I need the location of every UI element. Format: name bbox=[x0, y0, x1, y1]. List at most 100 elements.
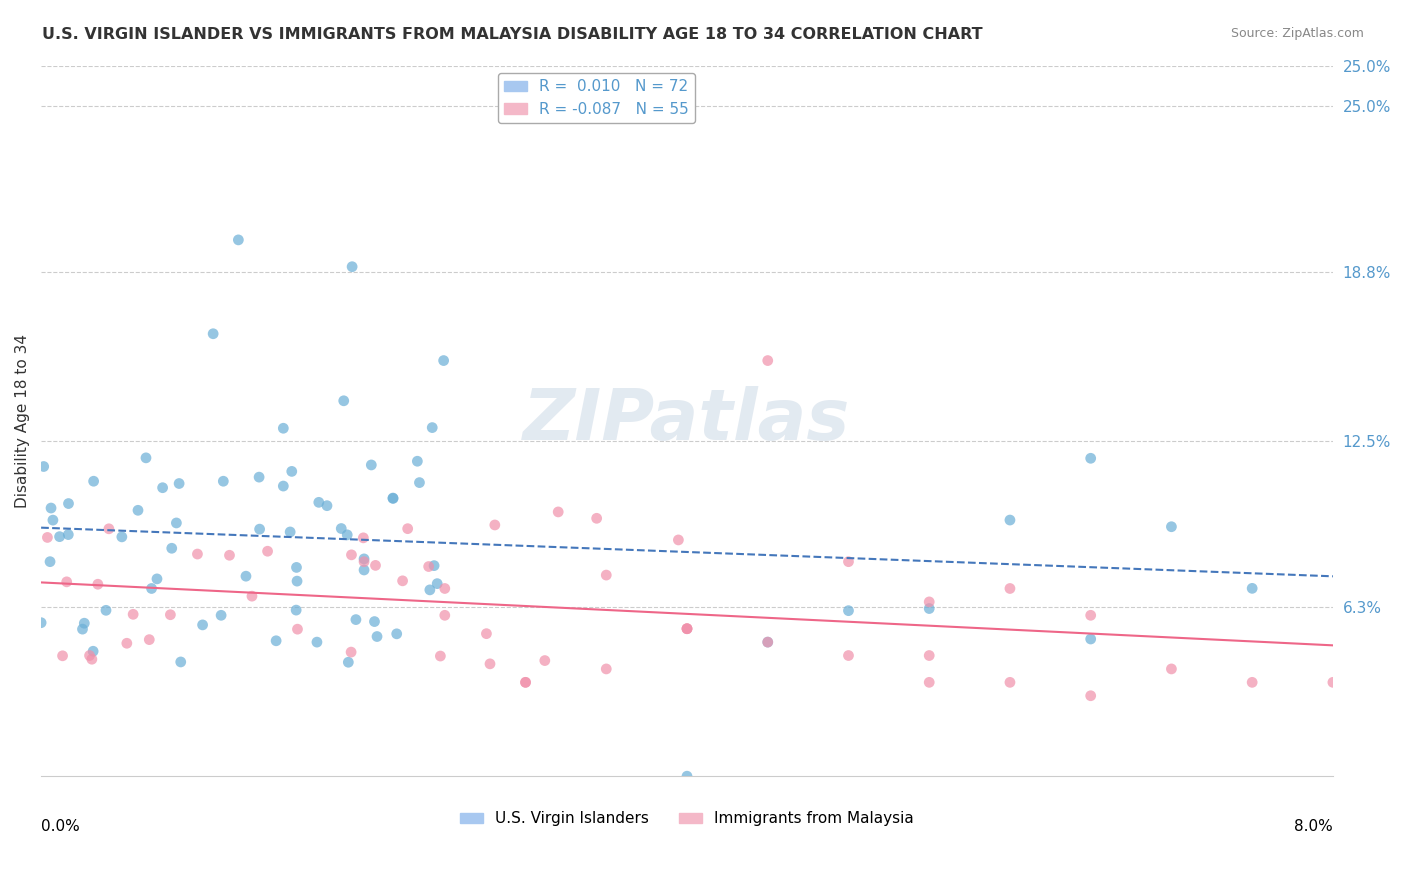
Point bbox=[918, 648, 941, 663]
Point bbox=[55, 574, 77, 589]
Point bbox=[595, 568, 617, 582]
Point bbox=[1241, 675, 1264, 690]
Point bbox=[159, 607, 181, 622]
Point bbox=[420, 420, 443, 434]
Point bbox=[94, 603, 117, 617]
Point bbox=[676, 622, 699, 636]
Point bbox=[756, 353, 779, 368]
Point bbox=[247, 470, 270, 484]
Point bbox=[340, 260, 363, 274]
Point bbox=[676, 622, 699, 636]
Point bbox=[363, 615, 385, 629]
Point bbox=[228, 233, 250, 247]
Point bbox=[218, 548, 240, 562]
Point bbox=[676, 622, 699, 636]
Point bbox=[135, 450, 157, 465]
Text: 8.0%: 8.0% bbox=[1294, 819, 1333, 834]
Point bbox=[1080, 689, 1102, 703]
Point bbox=[152, 481, 174, 495]
Point bbox=[58, 497, 80, 511]
Point bbox=[186, 547, 208, 561]
Point bbox=[72, 622, 94, 636]
Point bbox=[273, 421, 295, 435]
Point bbox=[82, 644, 104, 658]
Point bbox=[429, 648, 451, 663]
Point bbox=[533, 654, 555, 668]
Point bbox=[364, 558, 387, 573]
Point bbox=[336, 528, 359, 542]
Point bbox=[475, 626, 498, 640]
Point bbox=[353, 555, 375, 569]
Point bbox=[1160, 662, 1182, 676]
Point bbox=[330, 522, 353, 536]
Point bbox=[408, 475, 430, 490]
Point bbox=[30, 615, 52, 630]
Point bbox=[676, 769, 699, 783]
Point bbox=[998, 675, 1021, 690]
Point bbox=[433, 582, 456, 596]
Point bbox=[360, 458, 382, 472]
Point bbox=[382, 491, 405, 506]
Point bbox=[202, 326, 225, 341]
Point bbox=[37, 531, 59, 545]
Point bbox=[381, 491, 404, 505]
Point bbox=[209, 608, 232, 623]
Point bbox=[1322, 675, 1344, 690]
Text: Source: ZipAtlas.com: Source: ZipAtlas.com bbox=[1230, 27, 1364, 40]
Point bbox=[212, 474, 235, 488]
Point bbox=[97, 522, 120, 536]
Text: 0.0%: 0.0% bbox=[41, 819, 80, 834]
Point bbox=[479, 657, 502, 671]
Point bbox=[146, 572, 169, 586]
Y-axis label: Disability Age 18 to 34: Disability Age 18 to 34 bbox=[15, 334, 30, 508]
Point bbox=[138, 632, 160, 647]
Legend: U.S. Virgin Islanders, Immigrants from Malaysia: U.S. Virgin Islanders, Immigrants from M… bbox=[454, 805, 921, 832]
Point bbox=[666, 533, 689, 547]
Point bbox=[1241, 582, 1264, 596]
Point bbox=[287, 622, 309, 636]
Point bbox=[1080, 608, 1102, 623]
Point bbox=[278, 524, 301, 539]
Point bbox=[391, 574, 413, 588]
Point bbox=[285, 603, 308, 617]
Point bbox=[585, 511, 607, 525]
Point bbox=[73, 616, 96, 631]
Point bbox=[83, 474, 105, 488]
Point bbox=[918, 595, 941, 609]
Point bbox=[191, 618, 214, 632]
Point bbox=[167, 476, 190, 491]
Point bbox=[352, 531, 374, 545]
Point bbox=[39, 555, 62, 569]
Point bbox=[39, 501, 62, 516]
Point bbox=[837, 648, 859, 663]
Point bbox=[515, 675, 537, 690]
Point bbox=[433, 353, 456, 368]
Point bbox=[406, 454, 429, 468]
Point bbox=[433, 608, 456, 623]
Point bbox=[918, 601, 941, 615]
Point bbox=[305, 635, 328, 649]
Point bbox=[1160, 520, 1182, 534]
Point bbox=[273, 479, 295, 493]
Point bbox=[385, 627, 408, 641]
Point bbox=[423, 558, 446, 573]
Point bbox=[484, 518, 506, 533]
Point bbox=[285, 574, 308, 588]
Point bbox=[756, 635, 779, 649]
Point bbox=[48, 530, 70, 544]
Point bbox=[51, 648, 73, 663]
Point bbox=[87, 577, 110, 591]
Point bbox=[1080, 451, 1102, 466]
Point bbox=[249, 522, 271, 536]
Point bbox=[366, 630, 388, 644]
Point bbox=[316, 499, 339, 513]
Point bbox=[344, 613, 367, 627]
Point bbox=[337, 655, 360, 669]
Point bbox=[264, 633, 287, 648]
Point bbox=[547, 505, 569, 519]
Point bbox=[256, 544, 278, 558]
Point bbox=[756, 635, 779, 649]
Point bbox=[595, 662, 617, 676]
Point bbox=[998, 582, 1021, 596]
Point bbox=[281, 464, 304, 478]
